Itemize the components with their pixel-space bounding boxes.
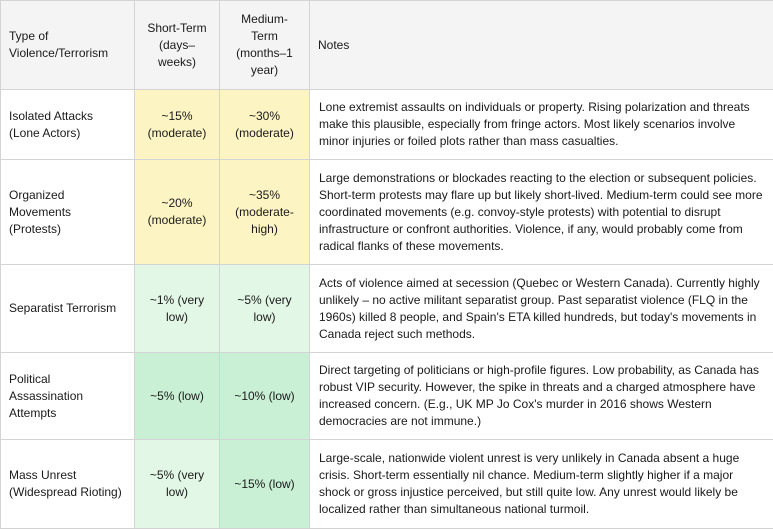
row-short-term: ~15% (moderate) — [134, 89, 220, 160]
header-row: Type of Violence/Terrorism Short-Term (d… — [0, 0, 773, 90]
header-notes: Notes — [309, 0, 773, 90]
row-short-term: ~5% (very low) — [134, 439, 220, 529]
table-row: Separatist Terrorism ~1% (very low) ~5% … — [0, 264, 773, 353]
row-short-term: ~1% (very low) — [134, 264, 220, 353]
header-medium-term: Medium-Term (months–1 year) — [219, 0, 310, 90]
table-row: Organized Movements (Protests) ~20% (mod… — [0, 159, 773, 265]
row-medium-term: ~5% (very low) — [219, 264, 310, 353]
row-notes: Acts of violence aimed at secession (Que… — [309, 264, 773, 353]
table-row: Political Assassination Attempts ~5% (lo… — [0, 352, 773, 440]
header-short-term: Short-Term (days–weeks) — [134, 0, 220, 90]
header-type: Type of Violence/Terrorism — [0, 0, 135, 90]
table-row: Mass Unrest (Widespread Rioting) ~5% (ve… — [0, 439, 773, 529]
row-notes: Lone extremist assaults on individuals o… — [309, 89, 773, 160]
row-type: Organized Movements (Protests) — [0, 159, 135, 265]
row-type: Separatist Terrorism — [0, 264, 135, 353]
row-short-term: ~20% (moderate) — [134, 159, 220, 265]
table-row: Isolated Attacks (Lone Actors) ~15% (mod… — [0, 89, 773, 160]
row-type: Isolated Attacks (Lone Actors) — [0, 89, 135, 160]
row-medium-term: ~35% (moderate-high) — [219, 159, 310, 265]
row-medium-term: ~30% (moderate) — [219, 89, 310, 160]
row-notes: Direct targeting of politicians or high-… — [309, 352, 773, 440]
row-short-term: ~5% (low) — [134, 352, 220, 440]
row-medium-term: ~10% (low) — [219, 352, 310, 440]
row-notes: Large demonstrations or blockades reacti… — [309, 159, 773, 265]
row-type: Mass Unrest (Widespread Rioting) — [0, 439, 135, 529]
row-notes: Large-scale, nationwide violent unrest i… — [309, 439, 773, 529]
row-medium-term: ~15% (low) — [219, 439, 310, 529]
row-type: Political Assassination Attempts — [0, 352, 135, 440]
